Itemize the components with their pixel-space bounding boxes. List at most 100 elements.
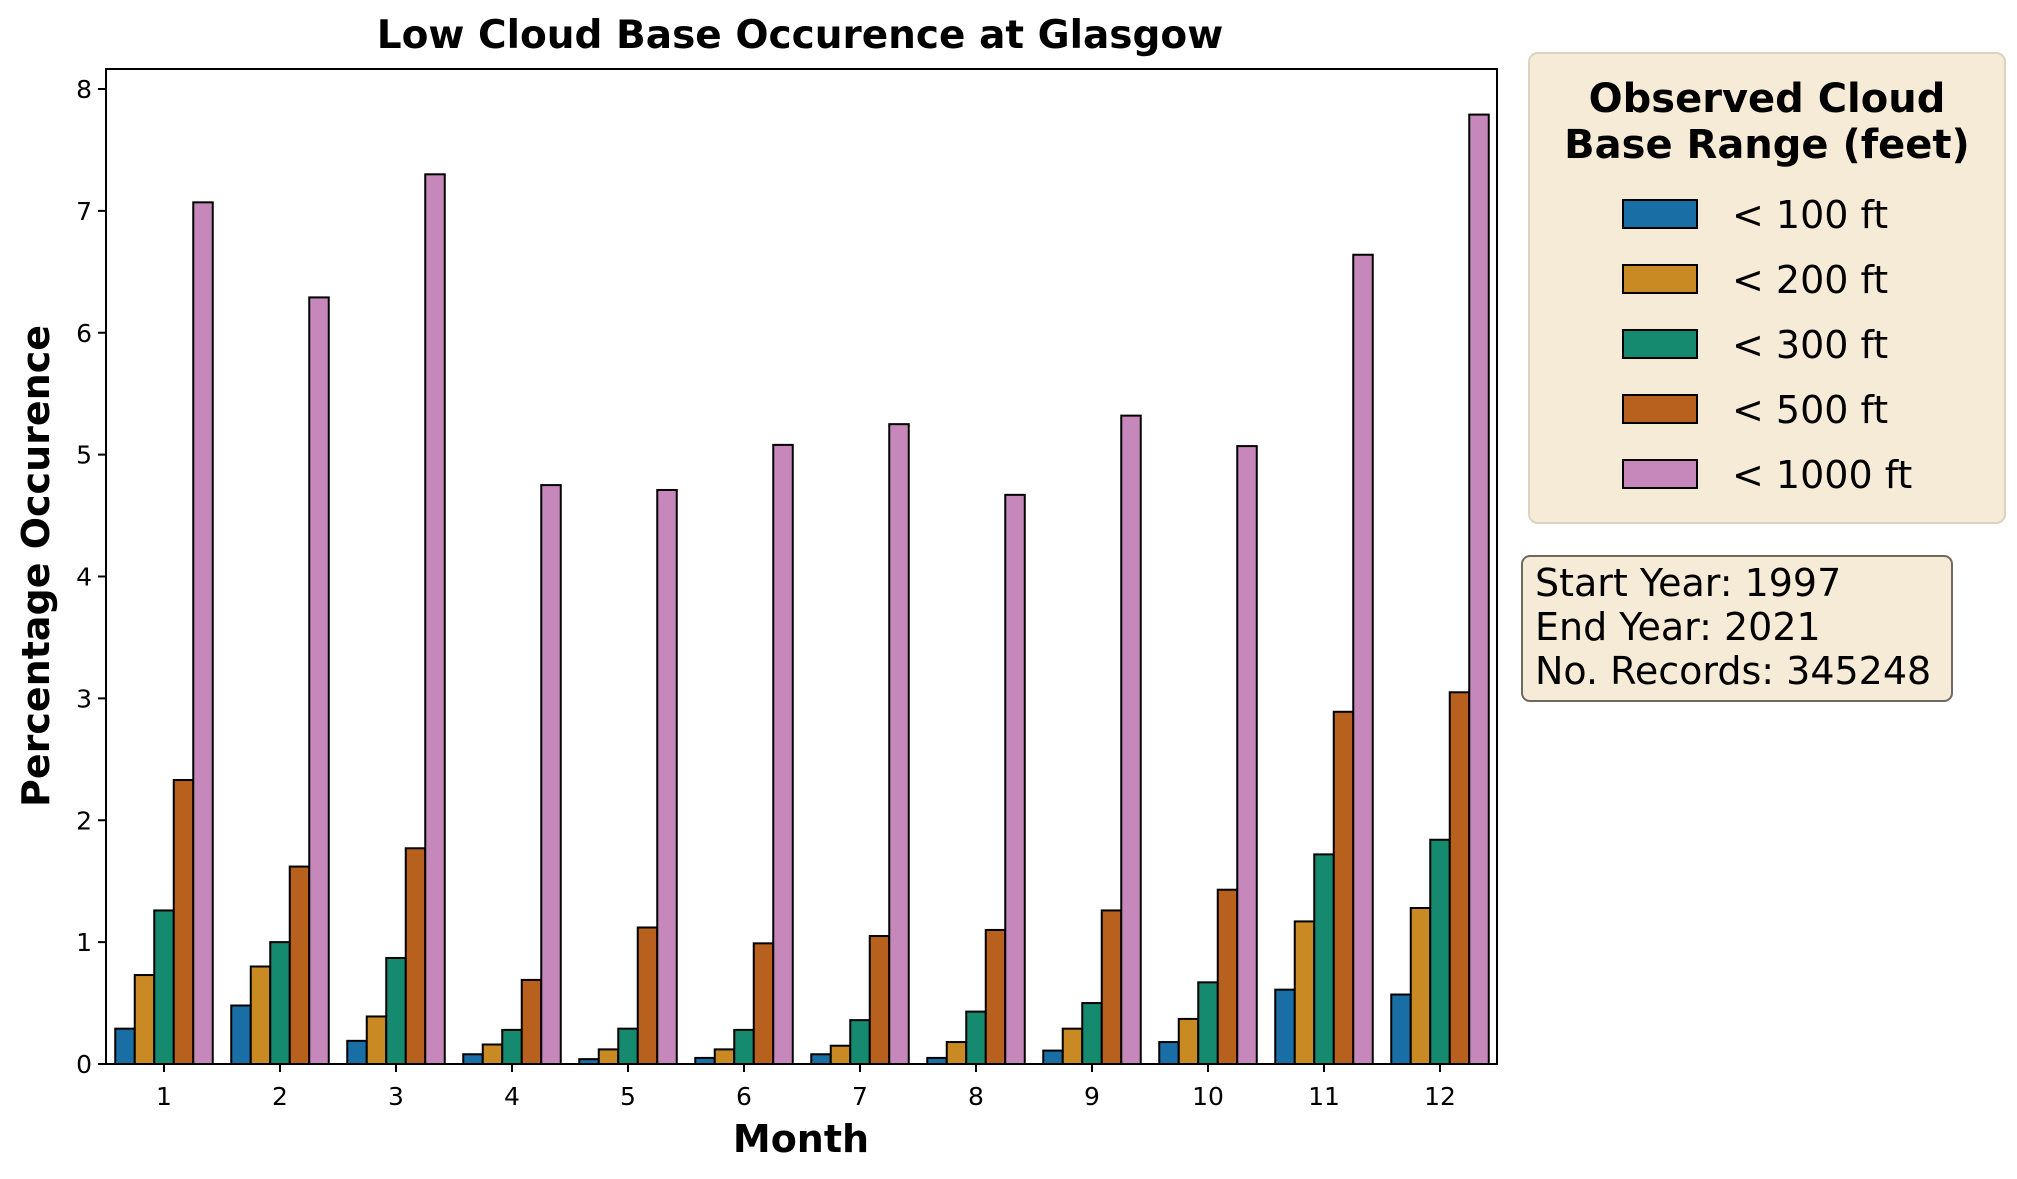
y-axis-label: Percentage Occurence [14,325,58,807]
bar [172,779,195,1066]
x-tick-label: 12 [1424,1082,1456,1111]
bar [481,1043,504,1065]
x-tick-label: 6 [736,1082,752,1111]
bar [1468,113,1490,1065]
bar [984,928,1007,1065]
bar [1293,920,1316,1065]
bar [520,978,543,1065]
bar [713,1048,736,1066]
legend-label: < 500 ft [1732,388,1889,432]
y-tick-label: 0 [76,1050,92,1079]
bar [1313,853,1335,1066]
bar [308,296,330,1066]
x-tick-label: 11 [1308,1082,1340,1111]
legend-label: < 200 ft [1732,258,1889,302]
bar [153,909,175,1065]
bar [656,488,678,1066]
bar [1042,1049,1064,1065]
bar [752,942,775,1066]
bar [424,173,446,1065]
legend-swatch [1622,199,1698,229]
legend: Observed Cloud Base Range (feet) < 100 f… [1528,52,2006,524]
bar [540,484,562,1065]
x-tick-label: 3 [388,1082,404,1111]
bar [1081,1002,1103,1065]
bar [849,1019,871,1066]
bar [1197,981,1219,1066]
bar [1120,414,1142,1066]
bar [868,935,891,1066]
legend-label: < 1000 ft [1732,453,1913,497]
bar [346,1039,368,1065]
bar [230,1004,252,1065]
bar [1236,445,1258,1065]
x-tick-label: 10 [1192,1082,1224,1111]
x-tick-label: 2 [272,1082,288,1111]
bar [365,1015,388,1065]
y-tick-label: 6 [76,319,92,348]
bar [501,1028,523,1066]
bar [192,201,214,1065]
bar-chart: Low Cloud Base Occurence at Glasgow 0123… [14,13,1498,1161]
x-axis-label: Month [733,1117,869,1161]
bar [945,1041,968,1066]
bar [385,956,407,1065]
plot-area-frame [105,68,1498,1065]
bar [636,926,659,1065]
bar [617,1027,639,1066]
bar [965,1010,987,1066]
bar [1061,1027,1084,1066]
bar [1448,691,1471,1066]
y-tick-label: 3 [76,684,92,713]
bar [1332,710,1355,1066]
legend-title-line-1: Observed Cloud [1588,76,1946,122]
bar [1177,1017,1200,1065]
bar [772,443,794,1066]
legend-swatch [1622,264,1698,294]
legend-swatch [1622,394,1698,424]
bar [1158,1041,1180,1066]
bar [1429,838,1451,1065]
bar [1274,988,1296,1065]
y-tick-label: 5 [76,441,92,470]
legend-label: < 100 ft [1732,193,1889,237]
bar [597,1048,620,1066]
record-count-text: No. Records: 345248 [1535,649,1932,693]
bar [288,865,311,1065]
x-tick-label: 1 [156,1082,172,1111]
bar [1409,907,1432,1065]
bar [1352,253,1374,1065]
y-tick-label: 7 [76,197,92,226]
legend-swatch [1622,329,1698,359]
y-tick-label: 4 [76,563,92,592]
y-tick-label: 8 [76,75,92,104]
y-tick-label: 2 [76,806,92,835]
start-year-text: Start Year: 1997 [1535,561,1842,605]
bar [269,941,291,1066]
bar [1390,993,1412,1066]
end-year-text: End Year: 2021 [1535,605,1821,649]
legend-title-line-2: Base Range (feet) [1564,122,1970,168]
x-tick-label: 8 [968,1082,984,1111]
bar [114,1027,136,1066]
bar [404,847,427,1066]
legend-label: < 300 ft [1732,323,1889,367]
bar [810,1053,832,1065]
x-tick-label: 4 [504,1082,520,1111]
x-tick-label: 7 [852,1082,868,1111]
x-tick-label: 9 [1084,1082,1100,1111]
bar [1216,888,1239,1065]
bar [1100,909,1123,1065]
bar [249,965,272,1065]
bar [829,1044,852,1065]
bar [733,1028,755,1066]
legend-swatch [1622,459,1698,489]
dataset-info-box: Start Year: 1997 End Year: 2021 No. Reco… [1521,555,1953,702]
bar [1004,493,1026,1065]
bar [462,1053,484,1065]
legend-title: Observed Cloud Base Range (feet) [1530,76,2004,168]
chart-title: Low Cloud Base Occurence at Glasgow [377,13,1224,58]
bar [133,974,156,1066]
x-tick-label: 5 [620,1082,636,1111]
bar [888,423,910,1066]
